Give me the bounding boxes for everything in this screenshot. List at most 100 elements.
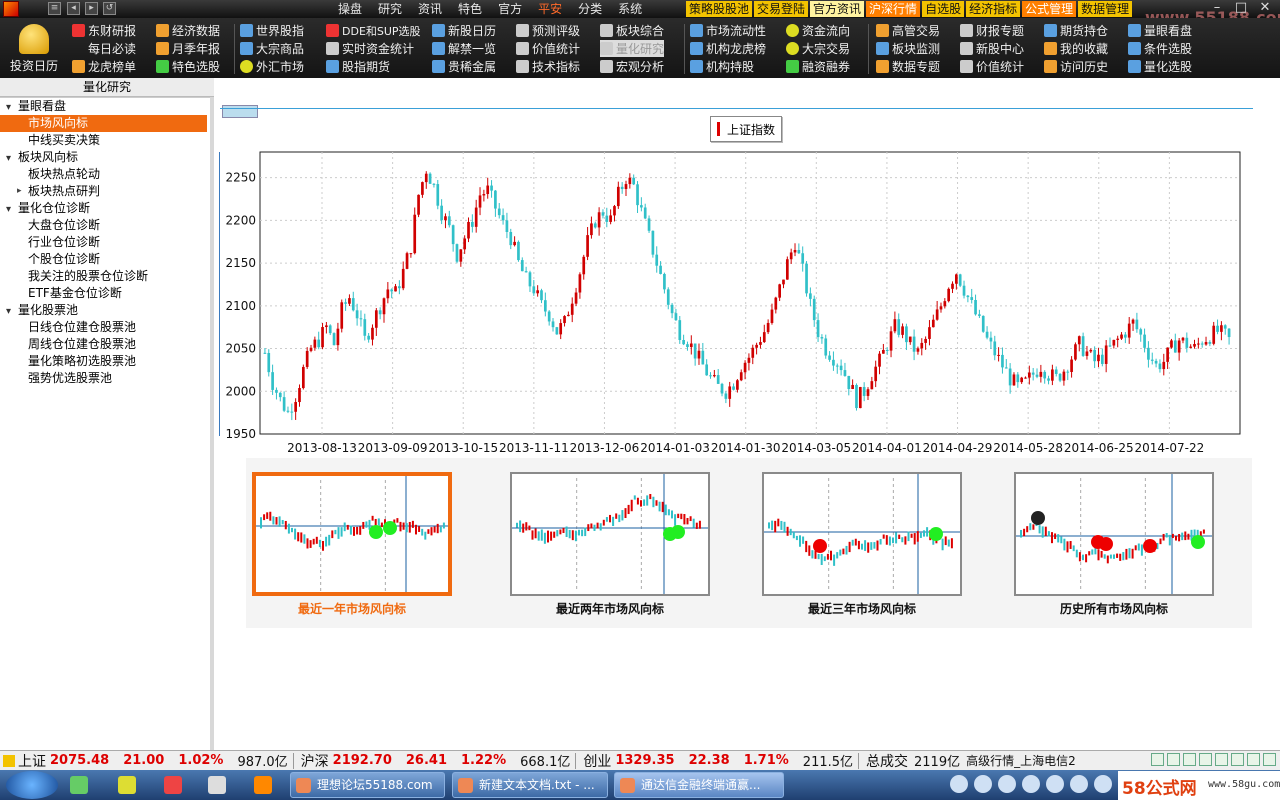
hl-menu-item[interactable]: 沪深行情 — [866, 1, 921, 17]
menu-item-active[interactable]: 平安 — [538, 2, 563, 16]
tree-item[interactable]: 周线仓位建仓股票池 — [28, 337, 137, 351]
toolbar-item[interactable]: 机构持股 — [690, 58, 766, 75]
flag-icon[interactable] — [1094, 775, 1112, 793]
tree-item[interactable]: 大盘仓位诊断 — [28, 218, 101, 232]
toolbar-item[interactable]: 价值统计 — [960, 58, 1024, 75]
menu-icon[interactable]: ≡ — [48, 2, 61, 15]
sound-icon[interactable] — [1231, 753, 1244, 766]
tree-item[interactable]: 市场风向标 — [0, 115, 207, 132]
menu-item[interactable]: 资讯 — [418, 2, 443, 16]
toolbar-item[interactable]: 龙虎榜单 — [72, 58, 136, 75]
toolbar-item[interactable]: 高管交易 — [876, 22, 940, 39]
toolbar-item[interactable]: 市场流动性 — [690, 22, 766, 39]
tree-item[interactable]: 日线仓位建仓股票池 — [28, 320, 137, 334]
toolbar-item[interactable]: 期货持仓 — [1044, 22, 1108, 39]
lock-icon[interactable] — [1247, 753, 1260, 766]
tree-item[interactable]: 板块热点轮动 — [28, 167, 101, 181]
mail-icon[interactable] — [1183, 753, 1196, 766]
toolbar-item[interactable]: 月季年报 — [156, 40, 220, 57]
thumbnail-label[interactable]: 最近一年市场风向标 — [297, 602, 406, 616]
toolbar-item[interactable]: 数据专题 — [876, 58, 940, 75]
hl-menu-item[interactable]: 官方资讯 — [810, 1, 865, 17]
toolbar-item[interactable]: 股指期货 — [326, 58, 421, 75]
help-icon[interactable] — [974, 775, 992, 793]
tree-group[interactable]: 量眼看盘 — [0, 98, 213, 115]
toolbar-item[interactable]: 访问历史 — [1044, 58, 1108, 75]
toolbar-item[interactable]: 特色选股 — [156, 58, 220, 75]
toolbar-item[interactable]: 条件选股 — [1128, 40, 1192, 57]
toolbar-item[interactable]: 新股日历 — [432, 22, 496, 39]
menu-item[interactable]: 系统 — [618, 2, 643, 16]
toolbar-item[interactable]: 板块监测 — [876, 40, 940, 57]
toolbar-item[interactable]: 财报专题 — [960, 22, 1024, 39]
shield-icon[interactable] — [1070, 775, 1088, 793]
settings-icon[interactable] — [1199, 753, 1212, 766]
calendar-button[interactable]: 投资日历 — [6, 22, 62, 76]
browser-icon[interactable] — [70, 776, 88, 794]
chart-tab[interactable] — [222, 105, 258, 118]
thumbnail-card[interactable] — [762, 472, 962, 596]
hl-menu-item[interactable]: 自选股 — [922, 1, 965, 17]
close-icon[interactable]: ✕ — [1259, 0, 1271, 15]
toolbar-item[interactable]: 预测评级 — [516, 22, 580, 39]
hl-menu-item[interactable]: 经济指标 — [966, 1, 1021, 17]
start-button[interactable] — [6, 771, 58, 799]
tree-item[interactable]: 中线买卖决策 — [28, 133, 101, 147]
tree-item[interactable]: 强势优选股票池 — [28, 371, 113, 385]
tree-item[interactable]: 个股仓位诊断 — [28, 252, 101, 266]
toolbar-item[interactable]: 实时资金统计 — [326, 40, 421, 57]
app-icon[interactable] — [208, 776, 226, 794]
back-icon[interactable]: ◂ — [67, 2, 80, 15]
toolbar-item[interactable]: 外汇市场 — [240, 58, 304, 75]
toolbar-item[interactable]: 我的收藏 — [1044, 40, 1108, 57]
toolbar-item[interactable]: 宏观分析 — [600, 58, 664, 75]
menu-item[interactable]: 研究 — [378, 2, 403, 16]
task-notepad[interactable]: 新建文本文档.txt - ... — [452, 772, 608, 798]
message-icon[interactable] — [1167, 753, 1180, 766]
tray-icon[interactable] — [950, 775, 968, 793]
tree-item[interactable]: 行业仓位诊断 — [28, 235, 101, 249]
close-icon[interactable] — [1263, 753, 1276, 766]
hl-menu-item[interactable]: 策略股股池 — [686, 1, 753, 17]
folder-icon[interactable] — [118, 776, 136, 794]
toolbar-item[interactable]: 资金流向 — [786, 22, 850, 39]
toolbar-item[interactable]: 大宗交易 — [786, 40, 850, 57]
thumbnail-card[interactable] — [252, 472, 452, 596]
toolbar-item[interactable]: 价值统计 — [516, 40, 580, 57]
toolbar-item[interactable]: 经济数据 — [156, 22, 220, 39]
refresh-icon[interactable]: ↺ — [103, 2, 116, 15]
toolbar-item[interactable]: 大宗商品 — [240, 40, 304, 57]
menu-item[interactable]: 分类 — [578, 2, 603, 16]
forward-icon[interactable]: ▸ — [85, 2, 98, 15]
toolbar-item[interactable]: 世界股指 — [240, 22, 304, 39]
task-tdx[interactable]: 通达信金融终端通赢... — [614, 772, 784, 798]
tree-item[interactable]: 量化策略初选股票池 — [28, 354, 137, 368]
toolbar-item[interactable]: 解禁一览 — [432, 40, 496, 57]
toolbar-item[interactable]: 新股中心 — [960, 40, 1024, 57]
toolbar-item-selected[interactable]: 量化研究 — [600, 40, 665, 57]
thumbnail-card[interactable] — [1014, 472, 1214, 596]
thumbnail-label[interactable]: 历史所有市场风向标 — [1059, 602, 1168, 616]
toolbar-item[interactable]: DDE和SUP选股 — [326, 22, 421, 39]
tree-item[interactable]: ETF基金仓位诊断 — [28, 286, 122, 300]
toolbar-item[interactable]: 贵稀金属 — [432, 58, 496, 75]
toolbar-item[interactable]: 量眼看盘 — [1128, 22, 1192, 39]
hl-menu-item[interactable]: 交易登陆 — [754, 1, 809, 17]
tree-item[interactable]: 我关注的股票仓位诊断 — [28, 269, 149, 283]
thumbnail-card[interactable] — [510, 472, 710, 596]
toolbar-item[interactable]: 机构龙虎榜 — [690, 40, 766, 57]
tree-item[interactable]: 板块热点研判 — [0, 183, 213, 200]
menu-item[interactable]: 操盘 — [338, 2, 363, 16]
hl-menu-item[interactable]: 公式管理 — [1022, 1, 1077, 17]
toolbar-item[interactable]: 东财研报 — [72, 22, 136, 39]
toolbar-item[interactable]: 板块综合 — [600, 22, 664, 39]
toolbar-item[interactable]: 每日必读 — [88, 42, 137, 56]
toolbar-item[interactable]: 技术指标 — [516, 58, 580, 75]
toolbar-item[interactable]: 融资融券 — [786, 58, 850, 75]
menu-item[interactable]: 官方 — [498, 2, 523, 16]
tree-group[interactable]: 板块风向标 — [0, 149, 213, 166]
refresh-icon[interactable] — [1151, 753, 1164, 766]
hl-menu-item[interactable]: 数据管理 — [1078, 1, 1133, 17]
task-forum[interactable]: 理想论坛55188.com — [290, 772, 445, 798]
sidebar-scrollbar[interactable] — [210, 97, 214, 750]
